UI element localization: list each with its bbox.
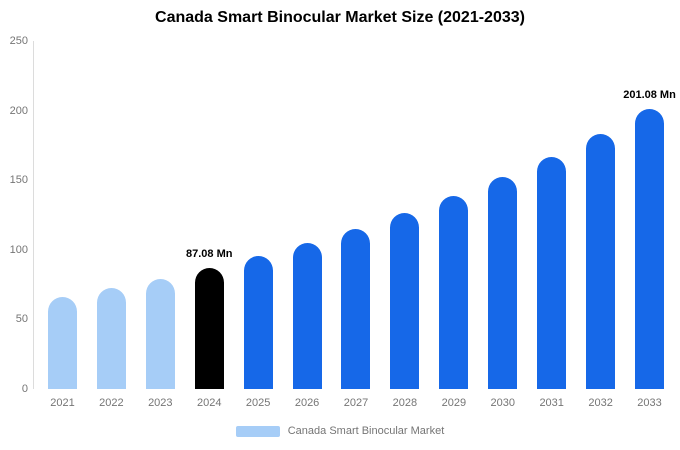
x-axis-tick: 2026: [294, 397, 320, 409]
bar-slot: [576, 41, 625, 389]
y-axis-tick: 0: [21, 383, 28, 395]
y-axis-tick: 150: [9, 174, 28, 187]
x-axis-tick: 2030: [490, 397, 515, 409]
x-axis-tick: 2024: [196, 397, 222, 409]
bar-slot: [234, 41, 283, 389]
x-axis-tick: 2029: [441, 397, 467, 409]
bar-2030: [488, 177, 518, 389]
legend-label: Canada Smart Binocular Market: [287, 425, 445, 437]
bar-2032: [586, 134, 616, 389]
x-axis-tick: 2031: [539, 397, 564, 409]
x-axis: 2021 2022 2023 2024 2025 2026 2027 2028 2029 2030…: [38, 397, 674, 409]
bar-2021: [47, 297, 77, 389]
bar-value-label: 87.08 Mn: [185, 247, 233, 260]
x-axis-tick: 2021: [50, 397, 75, 409]
bar-value-label: 201.08 Mn: [623, 89, 676, 102]
bars-container: 87.08 Mn 201.08 Mn: [38, 41, 676, 389]
x-axis-tick: 2023: [148, 397, 173, 409]
plot-area: 87.08 Mn 201.08 Mn: [38, 41, 676, 389]
bar-2027: [341, 228, 371, 389]
bar-2025: [243, 255, 273, 389]
y-axis-tick: 250: [9, 35, 28, 47]
y-axis-tick: 100: [9, 243, 28, 256]
bar-slot: [87, 41, 136, 389]
bar-slot: 87.08 Mn: [185, 41, 234, 389]
bar-slot: [283, 41, 332, 389]
bar-2031: [537, 156, 567, 389]
bar-2033: [635, 109, 665, 389]
legend-swatch: [235, 425, 280, 437]
bar-slot: [527, 41, 576, 389]
x-axis-tick: 2032: [588, 397, 613, 409]
bar-2023: [145, 278, 175, 389]
chart-title: Canada Smart Binocular Market Size (2021…: [155, 9, 525, 26]
x-axis-tick: 2028: [392, 397, 418, 409]
bar-2029: [439, 196, 469, 389]
y-axis-line: [33, 41, 34, 389]
x-axis-tick: 2022: [99, 397, 124, 409]
bar-slot: 201.08 Mn: [623, 41, 676, 389]
bar-2024: [194, 267, 224, 389]
x-axis-tick: 2033: [637, 397, 662, 409]
x-axis-tick: 2025: [245, 397, 271, 409]
bar-slot: [478, 41, 527, 389]
bar-slot: [380, 41, 429, 389]
bar-slot: [429, 41, 478, 389]
y-axis-tick: 50: [15, 313, 28, 326]
x-axis-tick: 2027: [343, 397, 369, 409]
bar-2026: [292, 242, 322, 389]
bar-2022: [96, 288, 126, 389]
y-axis: 0 50 100 150 200 250: [0, 0, 28, 450]
bar-slot: [38, 41, 87, 389]
bar-slot: [332, 41, 381, 389]
bar-2028: [390, 213, 420, 389]
bar-slot: [136, 41, 185, 389]
y-axis-tick: 200: [9, 104, 28, 117]
legend: Canada Smart Binocular Market: [0, 425, 680, 437]
